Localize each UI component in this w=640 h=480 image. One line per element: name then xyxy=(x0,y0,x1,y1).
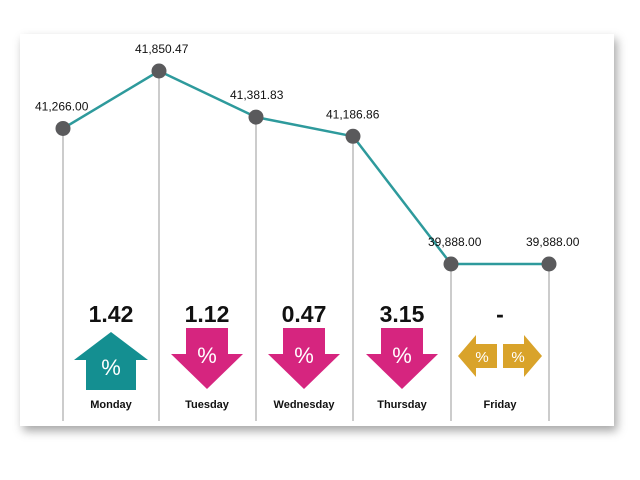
value-label-3: 41,186.86 xyxy=(326,107,380,121)
percent-sign-left: % xyxy=(475,349,488,366)
data-point-2 xyxy=(248,109,264,125)
change-value: 1.12 xyxy=(185,301,230,327)
change-value: 0.47 xyxy=(282,301,327,327)
day-panels: 1.42% Monday 1.12% Tuesday 0.47% Wednesday 3.1… xyxy=(74,301,542,411)
value-label-2: 41,381.83 xyxy=(230,88,284,102)
change-value: - xyxy=(496,301,504,327)
value-labels: 41,266.00 41,850.47 41,381.83 41,186.86 39,8… xyxy=(35,42,580,249)
arrow-left-icon xyxy=(458,335,497,377)
value-label-1: 41,850.47 xyxy=(135,42,189,56)
value-label-0: 41,266.00 xyxy=(35,99,89,113)
day-label: Monday xyxy=(90,399,132,411)
day-label: Tuesday xyxy=(185,399,230,411)
day-panel-thursday: 3.15% Thursday xyxy=(366,301,438,411)
day-panel-tuesday: 1.12% Tuesday xyxy=(171,301,243,411)
day-panel-friday: -% % Friday xyxy=(458,301,542,411)
data-point-5 xyxy=(541,256,557,272)
data-point-1 xyxy=(151,63,167,79)
percent-sign-right: % xyxy=(511,349,524,366)
change-value: 1.42 xyxy=(89,301,134,327)
series-line-group xyxy=(62,69,549,266)
day-panel-wednesday: 0.47% Wednesday xyxy=(268,301,340,411)
day-panel-monday: 1.42% Monday xyxy=(74,301,148,411)
percent-sign: % xyxy=(392,343,412,368)
data-points xyxy=(55,63,557,272)
percent-sign: % xyxy=(197,343,217,368)
change-value: 3.15 xyxy=(380,301,425,327)
arrow-up-icon xyxy=(74,332,148,390)
day-label: Thursday xyxy=(377,399,427,411)
arrow-right-icon xyxy=(503,335,542,377)
data-point-4 xyxy=(443,256,459,272)
percent-sign: % xyxy=(101,355,121,380)
percent-sign: % xyxy=(294,343,314,368)
divider-lines xyxy=(62,71,550,421)
day-label: Wednesday xyxy=(274,399,336,411)
arrow-down-icon xyxy=(366,328,438,389)
arrow-down-icon xyxy=(268,328,340,389)
value-label-4: 39,888.00 xyxy=(428,235,482,249)
series-line xyxy=(62,69,549,266)
day-label: Friday xyxy=(483,399,517,411)
arrow-down-icon xyxy=(171,328,243,389)
data-point-3 xyxy=(345,128,361,144)
value-label-5: 39,888.00 xyxy=(526,235,580,249)
data-point-0 xyxy=(55,120,71,136)
